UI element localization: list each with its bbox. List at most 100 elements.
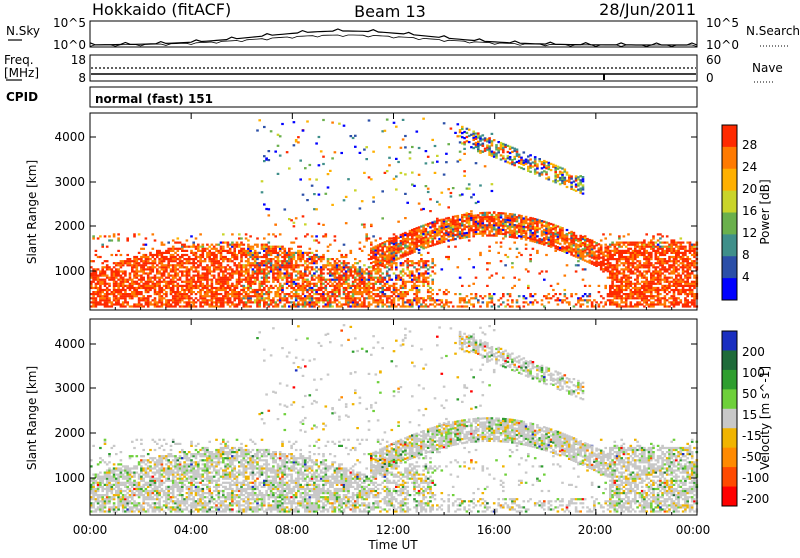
range-cell xyxy=(188,283,191,285)
range-cell xyxy=(179,258,182,260)
range-cell xyxy=(627,295,630,297)
range-cell xyxy=(186,250,189,252)
range-cell xyxy=(222,266,225,268)
range-cell xyxy=(354,135,357,137)
range-cell xyxy=(457,123,460,125)
range-cell xyxy=(607,254,610,256)
range-cell xyxy=(320,287,323,289)
range-cell xyxy=(607,248,610,250)
range-cell xyxy=(156,303,159,305)
range-cell xyxy=(293,252,296,254)
range-cell xyxy=(584,251,587,253)
range-cell xyxy=(434,235,437,237)
range-cell xyxy=(413,247,416,249)
range-cell xyxy=(286,297,289,299)
range-cell xyxy=(206,291,209,293)
range-cell xyxy=(213,252,216,254)
range-cell xyxy=(384,241,387,243)
range-cell xyxy=(441,301,444,303)
range-cell xyxy=(345,275,348,277)
range-cell xyxy=(299,272,302,274)
range-cell xyxy=(461,299,464,301)
range-cell xyxy=(416,235,419,237)
range-cell xyxy=(586,238,589,240)
range-cell xyxy=(265,268,268,270)
range-cell xyxy=(470,293,473,295)
range-cell xyxy=(254,258,257,260)
range-cell xyxy=(163,268,166,270)
range-cell xyxy=(245,237,248,239)
range-cell xyxy=(309,283,312,285)
range-cell xyxy=(274,250,277,252)
range-cell xyxy=(149,270,152,272)
range-cell xyxy=(620,287,623,289)
range-cell xyxy=(117,250,120,252)
range-cell xyxy=(120,264,123,266)
range-cell xyxy=(227,242,230,244)
range-cell xyxy=(443,303,446,305)
range-cell xyxy=(523,305,526,307)
range-cell xyxy=(117,268,120,270)
range-cell xyxy=(149,272,152,274)
range-cell xyxy=(559,299,562,301)
range-cell xyxy=(404,281,407,283)
range-cell xyxy=(186,301,189,303)
range-cell xyxy=(598,258,601,260)
range-cell xyxy=(447,143,450,145)
range-cell xyxy=(206,281,209,283)
range-cell xyxy=(129,260,132,262)
range-cell xyxy=(406,247,409,249)
range-cell xyxy=(224,279,227,281)
range-cell xyxy=(548,243,551,245)
range-cell xyxy=(513,218,516,220)
range-cell xyxy=(463,224,466,226)
range-cell xyxy=(509,215,512,217)
freq-label-line1: Freq. xyxy=(4,53,34,67)
range-cell xyxy=(402,239,405,241)
range-cell xyxy=(422,279,425,281)
range-cell xyxy=(418,289,421,291)
range-cell xyxy=(297,289,300,291)
range-cell xyxy=(365,293,368,295)
range-cell xyxy=(379,279,382,281)
range-cell xyxy=(418,252,421,254)
range-cell xyxy=(117,239,120,241)
range-cell xyxy=(356,305,359,307)
range-cell xyxy=(393,257,396,259)
range-cell xyxy=(618,254,621,256)
range-cell xyxy=(231,242,234,244)
range-cell xyxy=(272,301,275,303)
range-cell xyxy=(220,303,223,305)
range-cell xyxy=(258,297,261,299)
range-cell xyxy=(406,299,409,301)
range-cell xyxy=(254,272,257,274)
range-cell xyxy=(124,301,127,303)
range-cell xyxy=(445,256,448,258)
range-cell xyxy=(484,295,487,297)
range-cell xyxy=(634,262,637,264)
range-cell xyxy=(627,297,630,299)
range-cell xyxy=(468,299,471,301)
range-cell xyxy=(502,229,505,231)
range-cell xyxy=(318,275,321,277)
range-cell xyxy=(163,297,166,299)
range-cell xyxy=(334,275,337,277)
range-cell xyxy=(297,256,300,258)
range-cell xyxy=(340,279,343,281)
range-cell xyxy=(491,140,494,142)
range-cell xyxy=(165,277,168,279)
range-cell xyxy=(513,277,516,279)
range-cell xyxy=(379,283,382,285)
range-cell xyxy=(115,301,118,303)
range-cell xyxy=(513,216,516,218)
range-cell xyxy=(627,256,630,258)
range-cell xyxy=(370,252,373,254)
range-cell xyxy=(263,262,266,264)
range-cell xyxy=(409,270,412,272)
range-cell xyxy=(618,244,621,246)
range-cell xyxy=(479,252,482,254)
range-cell xyxy=(586,299,589,301)
range-cell xyxy=(345,266,348,268)
range-cell xyxy=(422,241,425,243)
range-cell xyxy=(568,246,571,248)
